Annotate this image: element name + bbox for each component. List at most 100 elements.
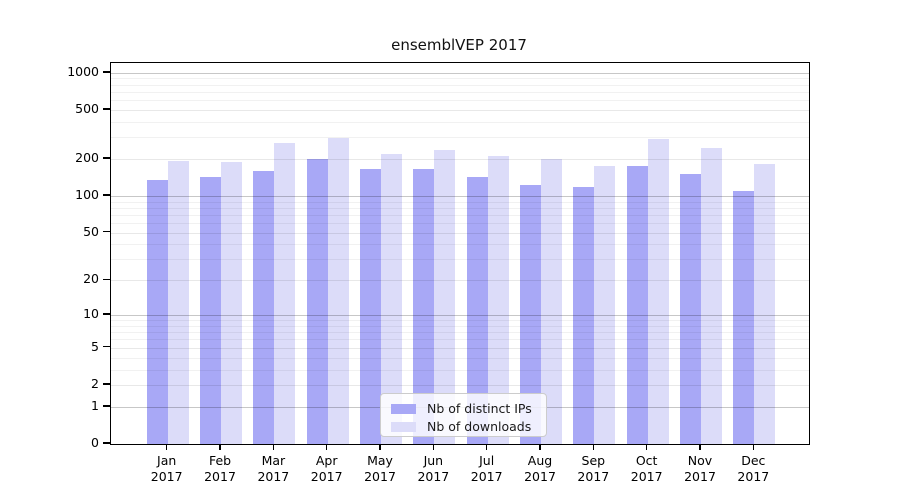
y-tick-label: 0 [91,435,99,450]
gridline-y-1000 [111,72,809,74]
bar-downloads [167,160,189,444]
y-tick-label: 100 [75,187,99,203]
gridline-y-700 [111,91,809,93]
bar-downloads [434,149,456,444]
y-tick-label: 5 [91,338,99,354]
y-axis-tick [103,194,110,196]
bar-downloads [541,159,562,444]
gridline-y-60 [111,223,809,225]
x-tick-label: Jan 2017 [150,453,183,484]
bar-distinct-ips [466,177,488,444]
bar-downloads [487,156,509,444]
x-tick-label: Nov 2017 [684,453,716,484]
gridline-y-70 [111,214,809,216]
y-tick-label: 500 [75,100,99,116]
gridline-y-500 [111,109,809,111]
plot-area: Nb of distinct IPs Nb of downloads [110,62,810,445]
gridline-y-600 [111,100,809,102]
bar-distinct-ips [680,173,701,444]
gridline-y-3 [111,369,809,371]
bar-distinct-ips [360,169,382,444]
bar-downloads [647,138,669,444]
x-tick-label: Sep 2017 [577,453,610,484]
y-tick-label: 2 [91,375,99,391]
y-tick-label: 10 [83,306,99,322]
gridline-y-20 [111,280,809,282]
x-axis-tick [592,444,595,450]
x-tick-label: Dec 2017 [737,453,770,484]
gridline-y-4 [111,357,809,359]
gridline-y-800 [111,84,809,86]
y-axis-tick [103,405,110,407]
y-tick-label: 50 [83,223,99,239]
bar-downloads [327,138,349,444]
gridline-y-50 [111,232,809,234]
bar-distinct-ips [413,168,435,444]
y-axis-tick [103,313,110,315]
legend-label: Nb of distinct IPs [427,401,532,416]
chart-title: ensemblVEP 2017 [391,36,527,54]
x-tick-label: Oct 2017 [630,453,663,484]
legend-swatch-distinct-ips [391,403,416,414]
x-axis-tick [699,444,701,450]
gridline-y-2 [111,384,809,386]
x-tick-label: Feb 2017 [204,453,236,484]
x-axis-tick [752,444,755,450]
legend-item: Nb of downloads [391,419,536,434]
gridline-y-8 [111,325,809,327]
x-axis-tick [645,444,648,450]
x-axis-tick [219,444,221,450]
gridline-y-9 [111,320,809,322]
gridline-y-5 [111,347,809,349]
gridline-y-80 [111,207,809,209]
bar-downloads [381,154,403,444]
y-axis-tick [103,71,110,73]
bar-distinct-ips [520,185,541,444]
y-axis-tick [103,230,110,233]
bar-downloads [594,165,616,444]
legend: Nb of distinct IPs Nb of downloads [380,393,547,437]
bar-downloads [754,163,776,444]
y-tick-label: 1 [91,397,99,413]
gridline-y-400 [111,121,809,123]
legend-swatch-downloads [391,421,416,432]
x-tick-label: May 2017 [364,453,396,484]
gridline-y-300 [111,137,809,139]
gridline-y-90 [111,201,809,203]
x-tick-label: Aug 2017 [524,453,556,484]
x-axis-tick [379,444,381,450]
y-axis-tick [103,345,110,348]
gridline-y-40 [111,244,809,246]
x-tick-label: Mar 2017 [257,453,290,484]
gridline-y-10 [111,315,809,317]
x-axis-tick [485,444,488,450]
bar-distinct-ips [573,186,595,444]
x-axis-tick [539,444,541,450]
legend-label: Nb of downloads [427,419,532,434]
bar-downloads [701,147,722,444]
gridline-y-100 [111,196,809,198]
y-tick-label: 20 [83,271,99,287]
bar-distinct-ips [253,170,275,444]
y-tick-label: 1000 [67,63,99,79]
bar-downloads [221,161,243,444]
gridline-y-7 [111,332,809,334]
gridline-y-900 [111,78,809,80]
gridline-y-200 [111,159,809,161]
y-tick-label: 200 [75,150,99,166]
y-axis-tick [103,108,110,110]
y-axis-tick [103,157,110,159]
x-axis-tick [325,444,328,450]
y-axis-tick [103,383,110,385]
gridline-y-30 [111,259,809,261]
bar-downloads [274,143,296,444]
gridline-y-6 [111,339,809,341]
bar-distinct-ips [626,166,648,444]
bar-distinct-ips [306,159,328,444]
bar-distinct-ips [200,176,222,444]
x-axis-tick [272,444,275,450]
y-axis-tick [103,442,110,444]
bar-distinct-ips [733,191,755,444]
y-axis-tick [103,278,110,281]
